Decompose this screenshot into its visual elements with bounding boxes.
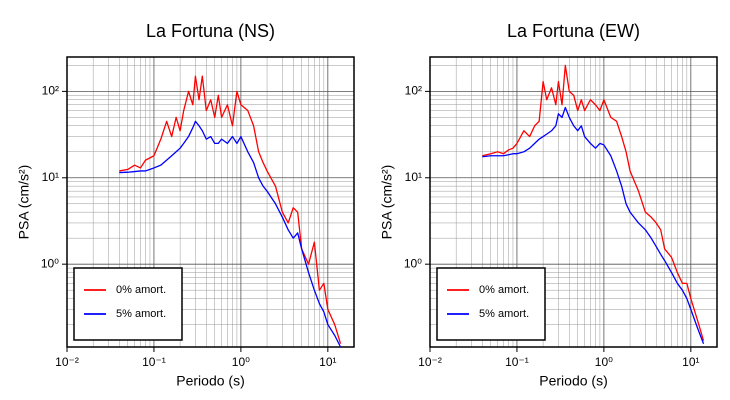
chart-title: La Fortuna (NS) <box>146 21 275 41</box>
y-tick-label: 10² <box>42 84 59 98</box>
y-axis-label: PSA (cm/s²) <box>16 165 32 240</box>
legend-box <box>73 267 183 341</box>
y-tick-label: 10¹ <box>42 170 59 184</box>
x-tick-label: 10⁰ <box>595 355 613 369</box>
plot-frame <box>429 56 718 348</box>
x-tick-label: 10¹ <box>319 355 336 369</box>
y-tick-label: 10⁰ <box>404 256 422 270</box>
legend-label: 0% amort. <box>116 284 166 296</box>
series-line <box>482 106 705 344</box>
x-tick-label: 10⁻² <box>55 355 79 369</box>
x-tick-label: 10⁰ <box>232 355 250 369</box>
x-axis-label: Periodo (s) <box>176 373 244 389</box>
chart-title: La Fortuna (EW) <box>507 21 640 41</box>
legend-label: 5% amort. <box>479 308 529 320</box>
y-tick-label: 10⁰ <box>41 256 59 270</box>
y-tick-label: 10¹ <box>405 170 422 184</box>
legend-label: 0% amort. <box>479 284 529 296</box>
x-tick-label: 10⁻¹ <box>142 355 166 369</box>
y-tick-label: 10² <box>405 84 422 98</box>
x-axis-label: Periodo (s) <box>539 373 607 389</box>
y-axis-label: PSA (cm/s²) <box>379 165 395 240</box>
x-tick-label: 10¹ <box>682 355 699 369</box>
series-line <box>482 64 705 341</box>
legend-box <box>436 267 546 341</box>
legend-label: 5% amort. <box>116 308 166 320</box>
x-tick-label: 10⁻¹ <box>505 355 529 369</box>
series-line <box>119 75 342 344</box>
x-tick-label: 10⁻² <box>418 355 442 369</box>
plot-frame <box>66 56 355 348</box>
series-line <box>119 120 342 348</box>
